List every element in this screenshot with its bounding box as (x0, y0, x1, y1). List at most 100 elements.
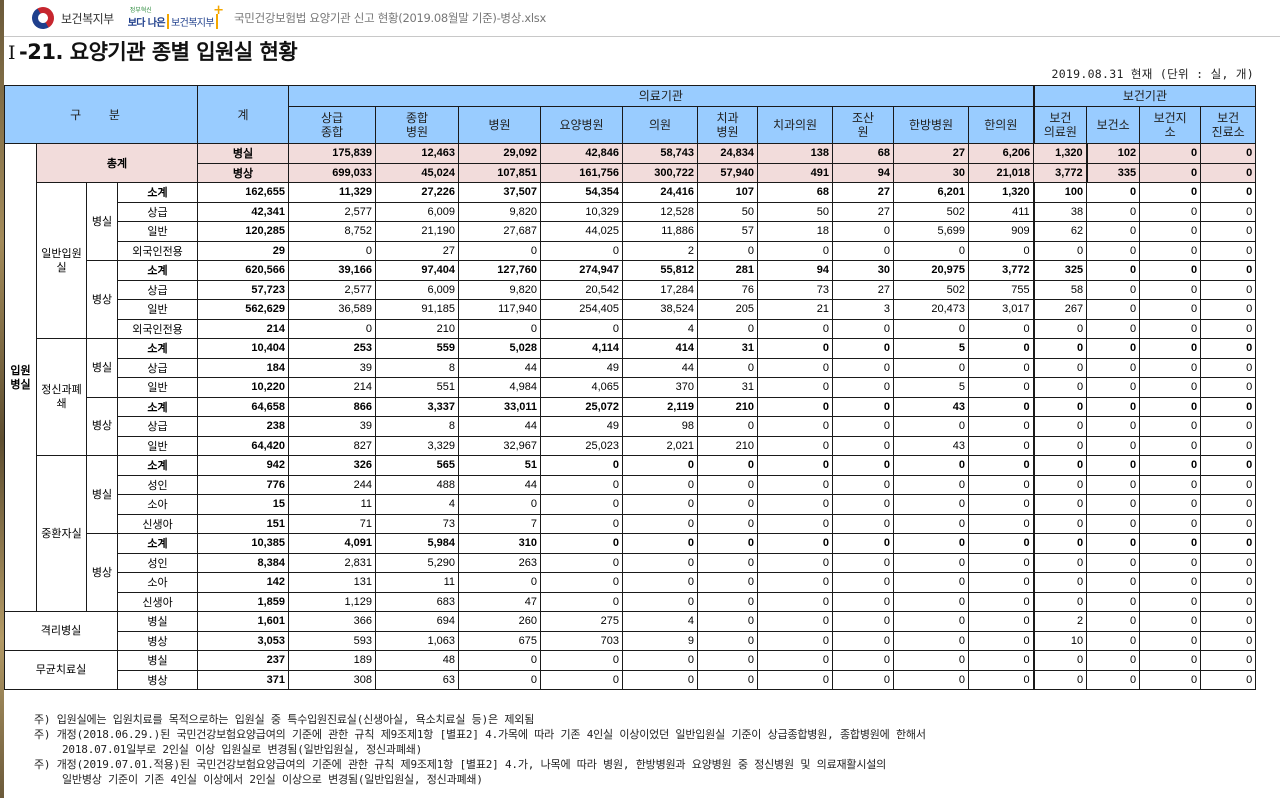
table-cell: 0 (1139, 513, 1202, 534)
row-total: 3,053 (197, 630, 290, 651)
table-cell: 24,416 (622, 182, 699, 203)
table-cell: 0 (697, 650, 759, 671)
table-cell: 0 (832, 552, 895, 573)
table-cell: 42,846 (540, 143, 624, 164)
table-cell: 31 (697, 338, 759, 359)
table-cell: 62 (1032, 221, 1088, 242)
table-cell: 47 (458, 591, 542, 612)
table-cell: 39 (288, 357, 377, 378)
row-total: 29 (197, 240, 290, 261)
table-cell: 244 (288, 474, 377, 495)
table-cell: 0 (1032, 396, 1088, 417)
table-cell: 0 (1200, 240, 1257, 261)
table-cell: 0 (893, 591, 970, 612)
table-cell: 8,752 (288, 221, 377, 242)
row-label: 상급 (116, 416, 199, 437)
table-cell: 0 (757, 435, 834, 456)
table-cell: 0 (1086, 455, 1141, 476)
table-cell: 38 (1032, 201, 1088, 222)
table-cell: 0 (1032, 669, 1088, 690)
table-row: 외국인전용 29 0 27 0 0 2 0 0 0 0 0 0 0 0 0 (5, 240, 1257, 261)
table-cell: 0 (757, 630, 834, 651)
table-cell: 0 (757, 572, 834, 593)
row-total: 184 (197, 357, 290, 378)
table-cell: 3,772 (1033, 162, 1088, 183)
row-total: 371 (197, 669, 290, 690)
row-label: 병상 (116, 669, 199, 690)
row-total: 10,220 (197, 377, 290, 398)
table-cell: 0 (1086, 513, 1141, 534)
table-cell: 1,129 (288, 591, 377, 612)
table-cell: 0 (1032, 474, 1088, 495)
table-cell: 0 (1086, 240, 1141, 261)
table-cell: 0 (893, 240, 970, 261)
table-cell: 3,329 (375, 435, 460, 456)
table-cell: 0 (1139, 572, 1202, 593)
table-cell: 0 (1139, 299, 1202, 320)
inpatient-room-table: 구 분 계 의료기관 보건기관 상급 종합 종합 병원 병원 요양병원 의원 치과 병원 치… (3, 85, 1257, 690)
table-row: 병상 699,033 45,024 107,851 161,756 300,722 57,9… (5, 162, 1257, 183)
table-cell: 411 (968, 201, 1035, 222)
row-total: 120,285 (197, 221, 290, 242)
table-cell: 27 (893, 143, 970, 164)
table-cell: 0 (540, 318, 624, 339)
plus-icon: + (213, 3, 225, 18)
table-cell: 94 (832, 162, 895, 183)
table-cell: 11,329 (288, 182, 377, 203)
table-cell: 0 (1086, 572, 1141, 593)
table-cell: 127,760 (458, 260, 542, 281)
table-cell: 8 (375, 357, 460, 378)
table-cell: 20,473 (893, 299, 970, 320)
table-cell: 0 (893, 416, 970, 437)
table-cell: 310 (458, 533, 542, 554)
table-cell: 1,320 (968, 182, 1035, 203)
table-cell: 0 (1200, 201, 1257, 222)
table-cell: 43 (893, 396, 970, 417)
table-cell: 0 (893, 474, 970, 495)
table-cell: 39 (288, 416, 377, 437)
table-cell: 827 (288, 435, 377, 456)
table-cell: 3,337 (375, 396, 460, 417)
table-cell: 0 (1139, 494, 1202, 515)
table-cell: 0 (1086, 474, 1141, 495)
row-total: 175,839 (288, 143, 377, 164)
table-cell: 0 (1200, 221, 1257, 242)
table-cell: 0 (697, 240, 759, 261)
row-label: 병실 (116, 650, 199, 671)
table-cell: 0 (540, 650, 624, 671)
table-cell: 97,404 (375, 260, 460, 281)
table-cell: 18 (757, 221, 834, 242)
table-cell: 5,028 (458, 338, 542, 359)
document-header-bar: 보건복지부 정부혁신 보다 나은 보건복지부 + 국민건강보험법 요양기관 신고… (4, 0, 1280, 37)
table-cell: 100 (1032, 182, 1088, 203)
table-cell: 0 (968, 338, 1035, 359)
table-cell: 370 (622, 377, 699, 398)
header-column: 의원 (622, 106, 699, 144)
table-cell: 0 (697, 357, 759, 378)
row-label: 소계 (116, 182, 199, 203)
table-cell: 0 (1139, 318, 1202, 339)
table-cell: 0 (832, 435, 895, 456)
table-cell: 0 (1139, 201, 1202, 222)
table-cell: 0 (968, 416, 1035, 437)
table-cell: 0 (893, 572, 970, 593)
table-cell: 54,354 (540, 182, 624, 203)
table-cell: 0 (1086, 611, 1141, 632)
table-cell: 4 (622, 318, 699, 339)
table-cell: 1,320 (1033, 143, 1088, 164)
table-cell: 2,021 (622, 435, 699, 456)
sub-rooms: 병실 (86, 182, 118, 261)
header-column: 치과 병원 (697, 106, 759, 144)
table-cell: 593 (288, 630, 377, 651)
table-cell: 29,092 (458, 143, 542, 164)
row-total: 699,033 (288, 162, 377, 183)
table-cell: 58 (1032, 279, 1088, 300)
header-total: 계 (197, 85, 290, 144)
table-cell: 44 (458, 357, 542, 378)
table-cell: 0 (893, 552, 970, 573)
table-cell: 43 (893, 435, 970, 456)
row-total: 42,341 (197, 201, 290, 222)
table-cell: 27 (832, 201, 895, 222)
table-cell: 502 (893, 279, 970, 300)
table-cell: 326 (288, 455, 377, 476)
